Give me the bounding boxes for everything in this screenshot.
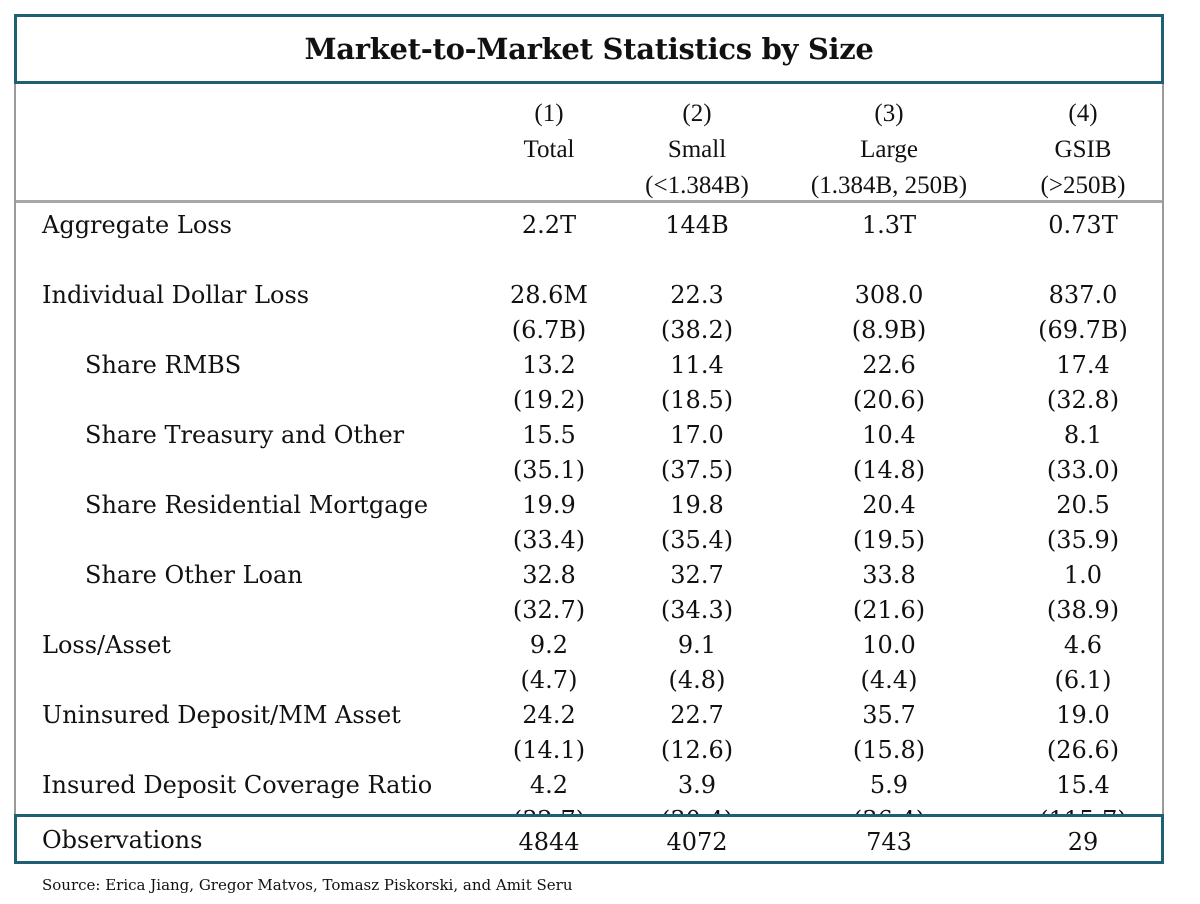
table-cell-std-error: (35.9) <box>1046 526 1120 554</box>
table-cell-std-error: (8.9B) <box>851 316 927 344</box>
row-label: Share RMBS <box>85 351 242 379</box>
observations-cell: 743 <box>866 828 912 856</box>
column-header-3: (3) Large (1.384B, 250B) <box>789 96 989 204</box>
table-cell: 15.4 <box>1056 771 1110 799</box>
table-cell-std-error: (12.6) <box>660 736 734 764</box>
column-range: (<1.384B) <box>645 172 749 199</box>
table-cell-std-error: (6.1) <box>1054 666 1112 694</box>
table-cell: 22.7 <box>670 701 724 729</box>
table-cell-std-error: (38.9) <box>1046 596 1120 624</box>
table-cell-std-error: (20.6) <box>852 386 926 414</box>
table-cell-std-error: (35.1) <box>512 456 586 484</box>
table-cell-std-error: (14.1) <box>512 736 586 764</box>
table-cell: 11.4 <box>670 351 724 379</box>
table-cell-std-error: (26.6) <box>1046 736 1120 764</box>
row-label: Individual Dollar Loss <box>42 281 310 309</box>
table-cell: 1.3T <box>861 211 917 239</box>
table-cell: 5.9 <box>869 771 909 799</box>
table-cell: 15.5 <box>522 421 576 449</box>
table-cell: 32.7 <box>670 561 724 589</box>
table-cell: 20.5 <box>1056 491 1110 519</box>
row-label: Share Treasury and Other <box>85 421 405 449</box>
column-number: (4) <box>1068 100 1098 127</box>
row-label: Loss/Asset <box>42 631 171 659</box>
table-cell-std-error: (14.8) <box>852 456 926 484</box>
table-cell: 22.3 <box>670 281 724 309</box>
title-box: Market-to-Market Statistics by Size <box>14 14 1164 84</box>
table-cell: 17.4 <box>1056 351 1110 379</box>
row-label: Uninsured Deposit/MM Asset <box>42 701 401 729</box>
observations-cell: 4844 <box>518 828 580 856</box>
table-cell-std-error: (4.8) <box>668 666 726 694</box>
table-cell: 19.8 <box>670 491 724 519</box>
table-cell: 24.2 <box>522 701 576 729</box>
table-frame <box>14 14 1164 862</box>
column-number: (2) <box>682 100 712 127</box>
column-name: Small <box>667 136 727 163</box>
column-header-2: (2) Small (<1.384B) <box>597 96 797 204</box>
table-cell: 17.0 <box>670 421 724 449</box>
table-cell-std-error: (38.2) <box>660 316 734 344</box>
table-cell: 0.73T <box>1048 211 1118 239</box>
column-name: Total <box>523 136 575 163</box>
column-number: (1) <box>534 100 564 127</box>
table-cell: 28.6M <box>509 281 588 309</box>
table-cell-std-error: (33.0) <box>1046 456 1120 484</box>
row-label: Aggregate Loss <box>42 211 232 239</box>
table-cell-std-error: (19.2) <box>512 386 586 414</box>
column-header-4: (4) GSIB (>250B) <box>983 96 1183 204</box>
table-cell-std-error: (33.4) <box>512 526 586 554</box>
table-cell: 33.8 <box>862 561 916 589</box>
table-cell: 3.9 <box>677 771 717 799</box>
table-cell: 8.1 <box>1063 421 1103 449</box>
table-title: Market-to-Market Statistics by Size <box>304 32 874 66</box>
column-name: GSIB <box>1054 136 1112 163</box>
table-cell: 19.9 <box>522 491 576 519</box>
table-cell: 308.0 <box>854 281 924 309</box>
observations-cell: 29 <box>1067 828 1099 856</box>
column-header-1: (1) Total <box>449 96 649 168</box>
table-cell-std-error: (4.7) <box>520 666 578 694</box>
source-note: Source: Erica Jiang, Gregor Matvos, Toma… <box>42 876 573 894</box>
table-cell-std-error: (34.3) <box>660 596 734 624</box>
table-cell: 10.0 <box>862 631 916 659</box>
table-cell: 144B <box>665 211 729 239</box>
column-range: (1.384B, 250B) <box>810 172 968 199</box>
column-number: (3) <box>874 100 904 127</box>
row-label: Share Residential Mortgage <box>85 491 429 519</box>
table-cell-std-error: (32.8) <box>1046 386 1120 414</box>
table-cell-std-error: (37.5) <box>660 456 734 484</box>
column-range: (>250B) <box>1040 172 1126 199</box>
table-cell-std-error: (35.4) <box>660 526 734 554</box>
table-cell: 13.2 <box>522 351 576 379</box>
table-cell: 1.0 <box>1063 561 1103 589</box>
table-cell-std-error: (15.8) <box>852 736 926 764</box>
table-cell-std-error: (32.7) <box>512 596 586 624</box>
table-cell: 35.7 <box>862 701 916 729</box>
table-cell: 20.4 <box>862 491 916 519</box>
table-cell: 19.0 <box>1056 701 1110 729</box>
table-cell-std-error: (4.4) <box>860 666 918 694</box>
table-cell: 837.0 <box>1048 281 1118 309</box>
table-cell: 4.2 <box>529 771 569 799</box>
table-cell-std-error: (19.5) <box>852 526 926 554</box>
row-label: Share Other Loan <box>85 561 303 589</box>
row-label: Insured Deposit Coverage Ratio <box>42 771 433 799</box>
observations-box <box>14 814 1164 864</box>
header-divider <box>16 200 1162 203</box>
column-name: Large <box>860 136 918 163</box>
observations-label: Observations <box>42 826 203 854</box>
table-cell: 32.8 <box>522 561 576 589</box>
table-cell-std-error: (18.5) <box>660 386 734 414</box>
table-cell: 9.1 <box>677 631 717 659</box>
table-cell: 10.4 <box>862 421 916 449</box>
table-cell: 2.2T <box>521 211 577 239</box>
table-cell: 22.6 <box>862 351 916 379</box>
table-cell-std-error: (6.7B) <box>511 316 587 344</box>
table-cell: 9.2 <box>529 631 569 659</box>
observations-cell: 4072 <box>666 828 728 856</box>
table-cell-std-error: (21.6) <box>852 596 926 624</box>
table-cell: 4.6 <box>1063 631 1103 659</box>
table-cell-std-error: (69.7B) <box>1038 316 1128 344</box>
